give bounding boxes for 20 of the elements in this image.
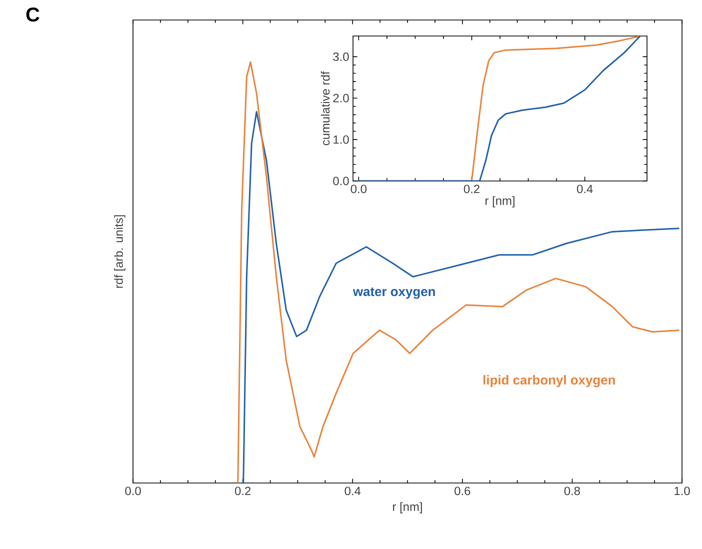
x-tick-label: 0.0 — [350, 184, 367, 194]
x-tick-label: 0.2 — [234, 486, 251, 496]
x-tick-label: 1.0 — [674, 486, 690, 496]
y-axis-title: rdf [arb. units] — [114, 215, 126, 288]
text: lipid carbonyl oxygen — [483, 375, 615, 388]
x-tick-label: 0.6 — [454, 486, 470, 496]
y-tick-label: 1.0 — [334, 135, 349, 144]
x-tick-label: 0.4 — [344, 486, 361, 496]
x-axis-title: r [nm] — [486, 196, 514, 208]
x-tick-label: 0.2 — [464, 184, 480, 194]
y-tick-label: 3.0 — [333, 52, 349, 61]
x-axis-title: r [nm] — [393, 502, 422, 514]
y-tick-label: 0.0 — [333, 176, 349, 186]
x-tick-label: 0.8 — [564, 486, 580, 496]
series-label: water oxygen — [352, 288, 435, 299]
y-tick-label: 2.0 — [333, 94, 349, 102]
x-tick-label: 0.0 — [125, 486, 141, 496]
y-axis-title: cumulative rdf — [320, 71, 330, 146]
text: C — [26, 8, 40, 22]
x-tick-label: 0.4 — [576, 184, 593, 194]
